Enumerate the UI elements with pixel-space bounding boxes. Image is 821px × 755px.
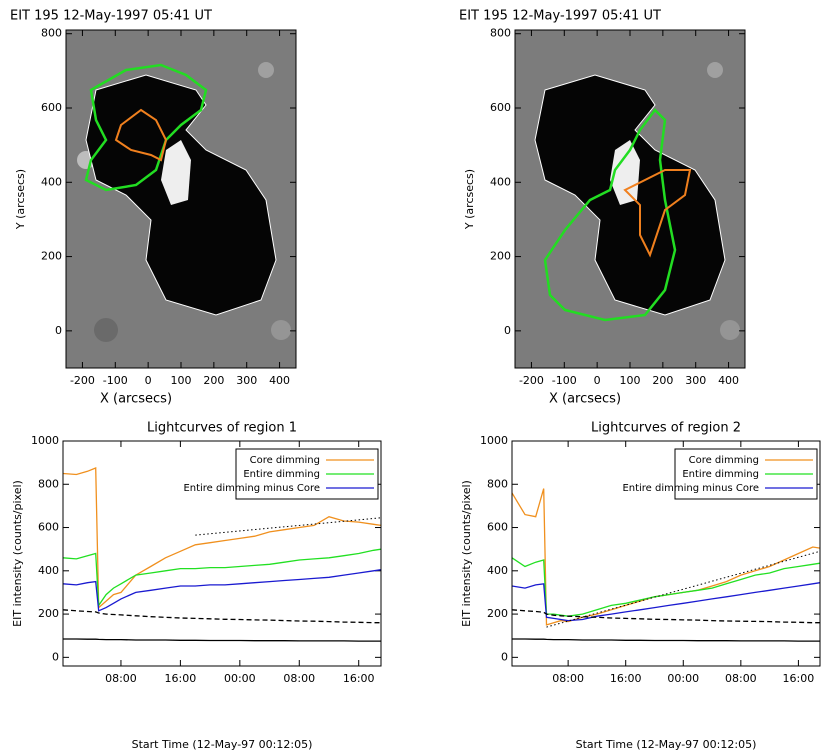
eit-image-2 — [515, 30, 745, 368]
chart-title: EIT 195 12-May-1997 05:41 UT — [10, 9, 212, 24]
y-tick-label: 400 — [41, 175, 62, 188]
series-line — [62, 548, 382, 608]
eit-image-1 — [66, 30, 296, 368]
plot-frame — [514, 29, 746, 369]
y-tick-label: 400 — [490, 175, 511, 188]
x-tick-label: 08:00 — [105, 672, 137, 685]
y-tick-label: 200 — [490, 250, 511, 263]
y-tick-label: 600 — [38, 521, 59, 534]
x-tick-label: 08:00 — [725, 672, 757, 685]
y-axis-label: EIT intensity (counts/pixel) — [11, 480, 24, 627]
y-tick-label: 600 — [490, 101, 511, 114]
x-tick-label: 00:00 — [224, 672, 256, 685]
legend-label: Entire dimming minus Core — [183, 483, 320, 494]
y-tick-label: 0 — [52, 650, 59, 663]
x-tick-label: 16:00 — [610, 672, 642, 685]
y-tick-label: 600 — [487, 521, 508, 534]
x-tick-label: 08:00 — [552, 672, 584, 685]
legend-label: Core dimming — [250, 455, 320, 466]
legend-label: Entire dimming minus Core — [622, 483, 759, 494]
series-line — [195, 517, 382, 536]
x-tick-label: 200 — [203, 374, 224, 387]
legend-box — [674, 448, 818, 500]
legend-label: Core dimming — [689, 455, 759, 466]
series-line — [511, 488, 821, 626]
x-tick-label: 400 — [269, 374, 290, 387]
y-axis-label: Y (arcsecs) — [14, 169, 27, 230]
x-tick-label: -100 — [552, 374, 577, 387]
plot-frame — [511, 440, 821, 667]
series-line — [511, 557, 821, 617]
x-axis-label: X (arcsecs) — [100, 392, 172, 407]
chart-title: EIT 195 12-May-1997 05:41 UT — [459, 9, 661, 24]
y-tick-label: 0 — [55, 324, 62, 337]
y-tick-label: 0 — [501, 650, 508, 663]
x-tick-label: 0 — [594, 374, 601, 387]
x-tick-label: 300 — [685, 374, 706, 387]
y-tick-label: 200 — [41, 250, 62, 263]
y-tick-label: 0 — [504, 324, 511, 337]
y-tick-label: 800 — [38, 477, 59, 490]
x-tick-label: -200 — [519, 374, 544, 387]
x-axis-label: X (arcsecs) — [549, 392, 621, 407]
y-axis-label: Y (arcsecs) — [463, 169, 476, 230]
x-tick-label: 00:00 — [667, 672, 699, 685]
x-tick-label: 16:00 — [165, 672, 197, 685]
x-tick-label: -200 — [70, 374, 95, 387]
series-line — [546, 550, 821, 628]
series-line — [511, 609, 820, 624]
x-tick-label: 300 — [236, 374, 257, 387]
x-tick-label: 08:00 — [283, 672, 315, 685]
x-tick-label: 200 — [652, 374, 673, 387]
y-tick-label: 600 — [41, 101, 62, 114]
y-tick-label: 400 — [38, 564, 59, 577]
legend-label: Entire dimming — [682, 469, 759, 480]
chart-title: Lightcurves of region 2 — [591, 421, 741, 436]
legend-label: Entire dimming — [243, 469, 320, 480]
y-tick-label: 400 — [487, 564, 508, 577]
series-line — [62, 569, 382, 612]
x-tick-label: -100 — [103, 374, 128, 387]
x-tick-label: 0 — [145, 374, 152, 387]
y-tick-label: 800 — [487, 477, 508, 490]
x-tick-label: 100 — [620, 374, 641, 387]
series-line — [511, 582, 821, 622]
y-tick-label: 200 — [38, 607, 59, 620]
series-line — [62, 609, 381, 624]
y-tick-label: 800 — [490, 27, 511, 40]
y-tick-label: 1000 — [31, 434, 59, 447]
series-line — [63, 638, 381, 642]
chart-title: Lightcurves of region 1 — [147, 421, 297, 436]
x-axis-label: Start Time (12-May-97 00:12:05) — [132, 738, 313, 751]
y-tick-label: 1000 — [480, 434, 508, 447]
x-tick-label: 16:00 — [343, 672, 375, 685]
plot-frame — [62, 440, 382, 667]
x-tick-label: 16:00 — [783, 672, 815, 685]
x-tick-label: 400 — [718, 374, 739, 387]
y-axis-label: EIT intensity (counts/pixel) — [460, 480, 473, 627]
series-line — [512, 638, 820, 642]
x-axis-label: Start Time (12-May-97 00:12:05) — [576, 738, 757, 751]
y-tick-label: 200 — [487, 607, 508, 620]
series-line — [62, 467, 382, 610]
plot-frame — [65, 29, 297, 369]
y-tick-label: 800 — [41, 27, 62, 40]
x-tick-label: 100 — [171, 374, 192, 387]
